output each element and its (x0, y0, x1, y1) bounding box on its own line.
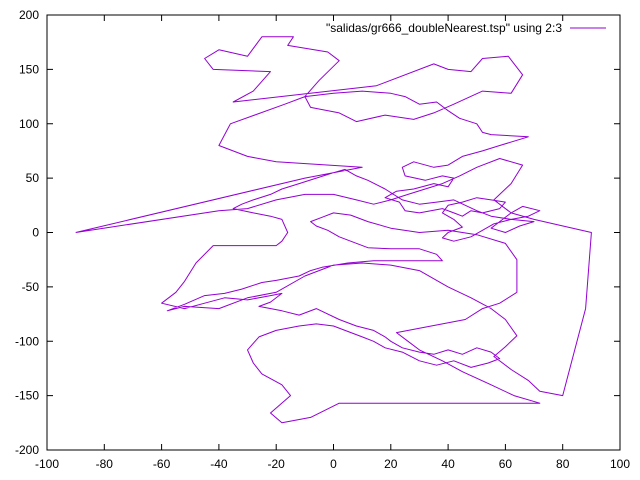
x-tick-label: 40 (441, 457, 455, 471)
y-tick-label: -150 (15, 389, 39, 403)
y-tick-label: -100 (15, 334, 39, 348)
x-axis: -100 -80 -60 -40 -20 0 20 40 60 80 100 (35, 15, 630, 471)
legend-label: "salidas/gr666_doubleNearest.tsp" using … (326, 21, 562, 35)
x-tick-label: 80 (556, 457, 570, 471)
y-tick-label: 100 (19, 117, 39, 131)
x-tick-label: -60 (153, 457, 171, 471)
y-tick-label: -50 (22, 280, 40, 294)
x-tick-label: -20 (268, 457, 286, 471)
x-tick-label: -80 (96, 457, 114, 471)
x-tick-label: 20 (384, 457, 398, 471)
x-tick-label: 100 (610, 457, 630, 471)
y-tick-label: 200 (19, 8, 39, 22)
legend: "salidas/gr666_doubleNearest.tsp" using … (326, 21, 606, 35)
y-axis: -200 -150 -100 -50 0 50 100 150 200 (15, 8, 620, 457)
y-tick-label: 0 (32, 226, 39, 240)
series-layer (75, 36, 592, 424)
x-tick-label: -100 (35, 457, 59, 471)
y-tick-label: -200 (15, 443, 39, 457)
y-tick-label: 50 (26, 171, 40, 185)
y-tick-label: 150 (19, 62, 39, 76)
x-tick-label: 0 (330, 457, 337, 471)
series-line (75, 36, 592, 424)
x-tick-label: 60 (499, 457, 513, 471)
plot-frame (46, 14, 621, 451)
x-tick-label: -40 (210, 457, 228, 471)
